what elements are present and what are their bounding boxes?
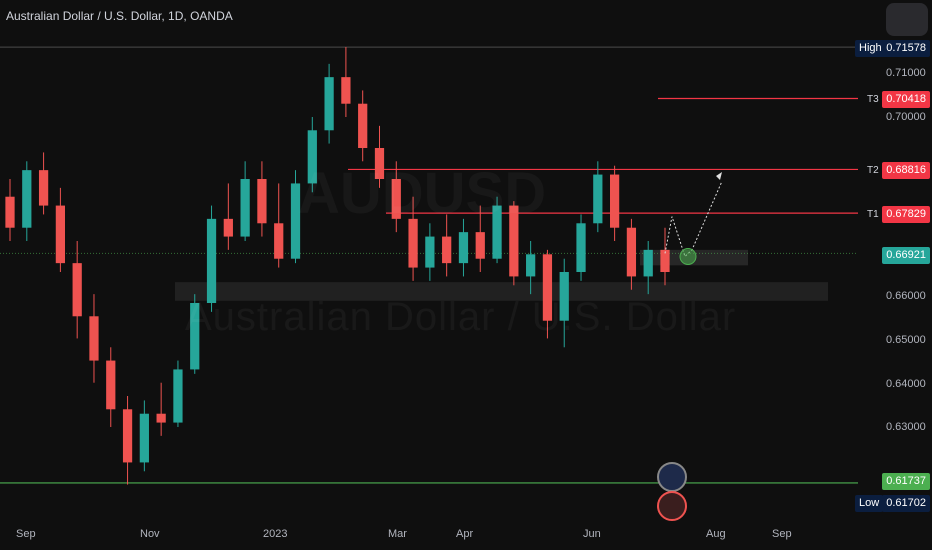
low-value-label: 0.61702 xyxy=(882,495,930,512)
candle-body xyxy=(358,104,367,148)
candle-body xyxy=(610,175,619,228)
candle-body xyxy=(576,223,585,272)
time-tick: Aug xyxy=(706,528,726,540)
time-tick: Sep xyxy=(16,528,36,540)
time-tick: Jun xyxy=(583,528,601,540)
current-price-label: 0.66921 xyxy=(882,247,930,264)
flag-event-icon[interactable] xyxy=(657,462,687,492)
t3-tag: T3 xyxy=(867,94,879,105)
t1-value-label: 0.67829 xyxy=(882,206,930,223)
high-value-label: 0.71578 xyxy=(882,40,930,57)
time-tick: Mar xyxy=(388,528,407,540)
candle-body xyxy=(257,179,266,223)
candle-body xyxy=(324,77,333,130)
watermark-name: Australian Dollar / U.S. Dollar xyxy=(185,295,736,340)
price-tick: 0.63000 xyxy=(886,421,926,433)
t1-tag: T1 xyxy=(867,209,879,220)
candle-body xyxy=(593,175,602,224)
price-tick: 0.70000 xyxy=(886,111,926,123)
candle-body xyxy=(89,316,98,360)
flag-event-icon[interactable] xyxy=(657,491,687,521)
candle-body xyxy=(442,237,451,264)
t2-tag: T2 xyxy=(867,165,879,176)
low-tag: Low xyxy=(855,495,883,512)
candle-body xyxy=(526,254,535,276)
candle-body xyxy=(173,369,182,422)
candle-body xyxy=(241,179,250,237)
candle-body xyxy=(274,223,283,258)
candle-body xyxy=(207,219,216,303)
candle-body xyxy=(73,263,82,316)
price-tick: 0.64000 xyxy=(886,378,926,390)
projection-path xyxy=(665,181,722,256)
price-tick: 0.65000 xyxy=(886,334,926,346)
entry-marker xyxy=(680,249,696,265)
candle-body xyxy=(5,197,14,228)
chart-title: Australian Dollar / U.S. Dollar, 1D, OAN… xyxy=(6,9,233,23)
price-tick: 0.66000 xyxy=(886,290,926,302)
candle-body xyxy=(140,414,149,463)
candle-body xyxy=(106,361,115,410)
high-tag: High xyxy=(855,40,886,57)
chart-area[interactable] xyxy=(0,0,858,520)
price-tick: 0.71000 xyxy=(886,67,926,79)
candle-body xyxy=(157,414,166,423)
candle-body xyxy=(123,409,132,462)
projection-arrow xyxy=(716,172,722,180)
watermark-symbol: AUDUSD xyxy=(298,160,546,227)
candle-body xyxy=(56,206,65,264)
menu-button[interactable] xyxy=(886,3,928,36)
candle-body xyxy=(627,228,636,277)
candle-body xyxy=(476,232,485,259)
time-tick: 2023 xyxy=(263,528,287,540)
candle-body xyxy=(459,232,468,263)
time-tick: Apr xyxy=(456,528,473,540)
candle-body xyxy=(341,77,350,104)
t2-value-label: 0.68816 xyxy=(882,162,930,179)
candle-body xyxy=(39,170,48,205)
candle-body xyxy=(425,237,434,268)
time-tick: Sep xyxy=(772,528,792,540)
candle-body xyxy=(644,250,653,277)
t3-value-label: 0.70418 xyxy=(882,91,930,108)
candle-body xyxy=(224,219,233,237)
candle-body xyxy=(22,170,31,228)
candlestick-chart[interactable] xyxy=(0,0,858,520)
time-tick: Nov xyxy=(140,528,160,540)
low-green-value-label: 0.61737 xyxy=(882,473,930,490)
